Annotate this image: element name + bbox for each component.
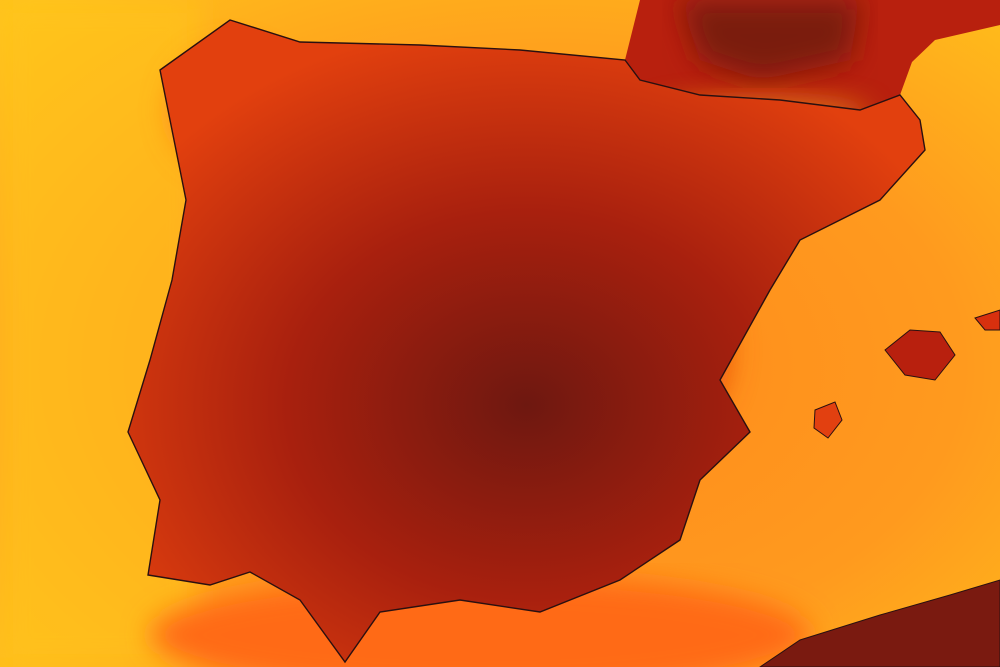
mallorca xyxy=(884,329,956,381)
ibiza xyxy=(813,401,843,439)
north-africa xyxy=(759,579,1000,667)
menorca xyxy=(974,309,1000,331)
france-hot-core xyxy=(680,0,860,80)
